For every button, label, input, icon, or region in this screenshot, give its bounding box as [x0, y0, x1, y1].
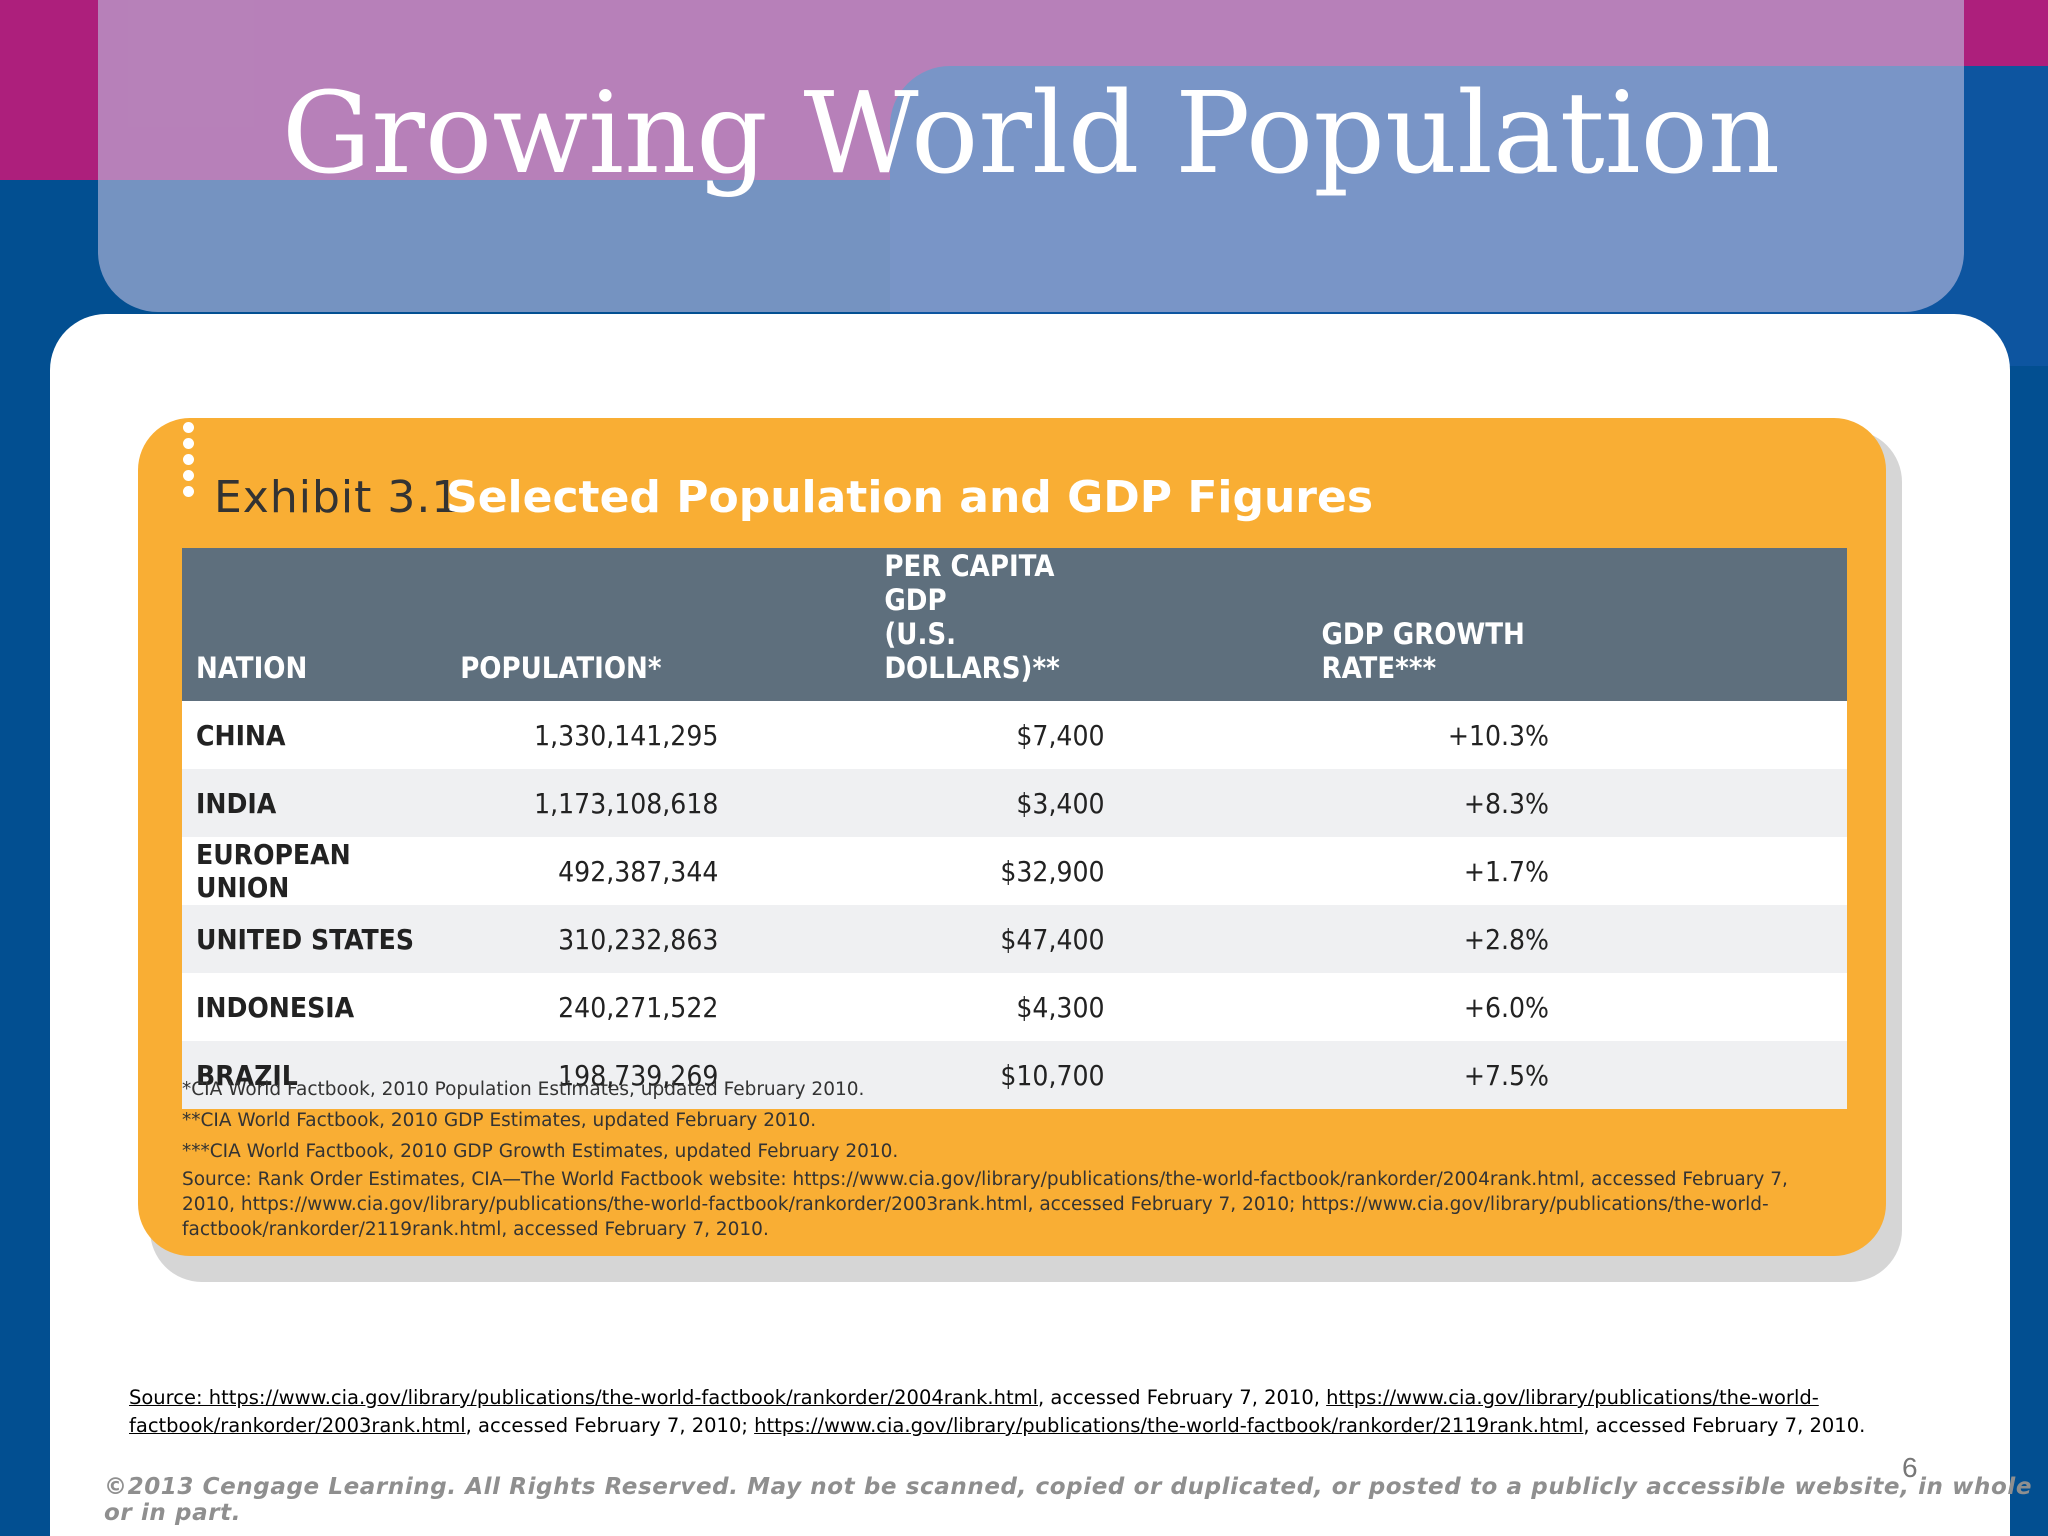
source-link-2003rank[interactable]: https://www.cia.gov/library/publications… — [129, 1386, 1819, 1437]
source-link-2004rank[interactable]: Source: https://www.cia.gov/library/publ… — [129, 1386, 1039, 1409]
cell-gdp: $32,900 — [1000, 854, 1105, 888]
header-population: POPULATION* — [460, 651, 662, 685]
exhibit-label: Exhibit 3.1 — [214, 472, 461, 523]
cell-growth-rate: +1.7% — [1463, 854, 1549, 888]
exhibit-footnotes: *CIA World Factbook, 2010 Population Est… — [182, 1074, 1842, 1242]
cell-population: 492,387,344 — [558, 854, 719, 888]
cell-population: 240,271,522 — [558, 990, 719, 1024]
exhibit-dots-decoration — [183, 422, 195, 512]
copyright-notice: ©2013 Cengage Learning. All Rights Reser… — [104, 1474, 2033, 1526]
cell-nation: INDIA — [196, 786, 277, 820]
header-nation: NATION — [196, 651, 308, 685]
cell-gdp: $3,400 — [1016, 786, 1105, 820]
footnote: ***CIA World Factbook, 2010 GDP Growth E… — [182, 1141, 899, 1162]
cell-gdp: $47,400 — [1000, 922, 1105, 956]
table-row: BRAZIL 198,739,269 $10,700 +7.5% — [182, 1041, 1847, 1109]
table-header-row: NATION POPULATION* PER CAPITA GDP (U.S. … — [182, 548, 1847, 701]
cell-gdp: $10,700 — [1000, 1058, 1105, 1092]
footnote: **CIA World Factbook, 2010 GDP Estimates… — [182, 1110, 817, 1131]
header-gdp-line1: PER CAPITA GDP — [884, 549, 1055, 617]
exhibit-title: Selected Population and GDP Figures — [446, 472, 1374, 523]
cell-growth-rate: +8.3% — [1463, 786, 1549, 820]
cell-nation: CHINA — [196, 718, 286, 752]
cell-gdp: $4,300 — [1016, 990, 1105, 1024]
table-row: CHINA 1,330,141,295 $7,400 +10.3% — [182, 701, 1847, 769]
cell-growth-rate: +6.0% — [1463, 990, 1549, 1024]
table-row: INDONESIA 240,271,522 $4,300 +6.0% — [182, 973, 1847, 1041]
cell-nation: BRAZIL — [196, 1058, 298, 1092]
table-row: INDIA 1,173,108,618 $3,400 +8.3% — [182, 769, 1847, 837]
source-link-2119rank[interactable]: https://www.cia.gov/library/publications… — [754, 1414, 1584, 1437]
cell-growth-rate: +7.5% — [1463, 1058, 1549, 1092]
source-text: , accessed February 7, 2010. — [1583, 1414, 1866, 1437]
slide-source: Source: https://www.cia.gov/library/publ… — [129, 1384, 1889, 1440]
source-text: , accessed February 7, 2010, — [1038, 1386, 1327, 1409]
header-gdp-line2: (U.S. DOLLARS)** — [884, 617, 1060, 685]
cell-population: 1,330,141,295 — [534, 718, 719, 752]
cell-growth-rate: +10.3% — [1447, 718, 1549, 752]
table-row: UNITED STATES 310,232,863 $47,400 +2.8% — [182, 905, 1847, 973]
source-text: , accessed February 7, 2010; — [465, 1414, 755, 1437]
header-growth-rate: GDP GROWTH RATE*** — [1321, 617, 1525, 685]
table-row: EUROPEAN UNION 492,387,344 $32,900 +1.7% — [182, 837, 1847, 905]
cell-population: 1,173,108,618 — [534, 786, 719, 820]
footnote: *CIA World Factbook, 2010 Population Est… — [182, 1079, 865, 1100]
cell-population: 310,232,863 — [558, 922, 719, 956]
cell-gdp: $7,400 — [1016, 718, 1105, 752]
page-number: 6 — [1902, 1452, 1918, 1483]
title-panel — [98, 0, 1964, 312]
cell-nation: EUROPEAN UNION — [196, 838, 351, 904]
population-gdp-table: NATION POPULATION* PER CAPITA GDP (U.S. … — [182, 548, 1847, 1109]
cell-growth-rate: +2.8% — [1463, 922, 1549, 956]
cell-population: 198,739,269 — [558, 1058, 719, 1092]
header-per-capita-gdp: PER CAPITA GDP (U.S. DOLLARS)** — [718, 548, 1105, 701]
cell-nation: UNITED STATES — [196, 922, 414, 956]
slide-title: Growing World Population — [281, 69, 1781, 199]
cell-nation: INDONESIA — [196, 990, 355, 1024]
exhibit-source-note: Source: Rank Order Estimates, CIA—The Wo… — [182, 1169, 1788, 1240]
exhibit-panel — [138, 418, 1886, 1256]
